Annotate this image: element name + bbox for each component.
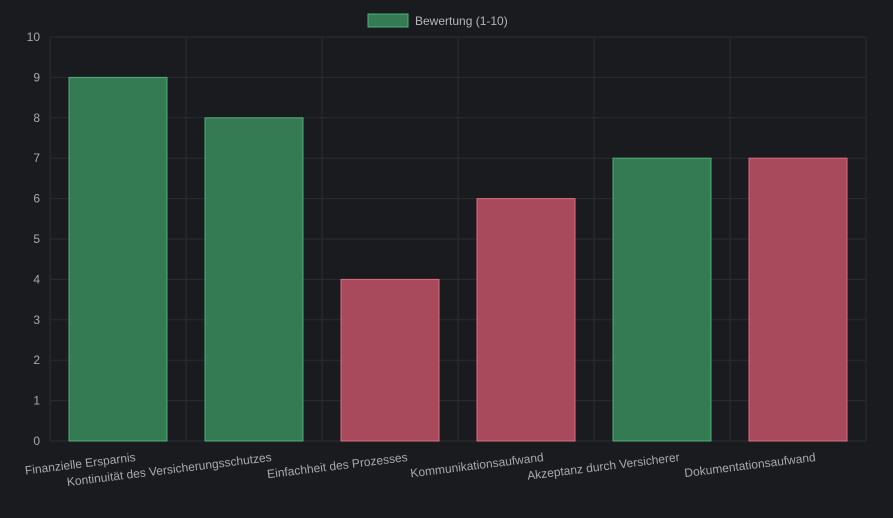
y-tick-label: 8: [33, 111, 40, 125]
y-tick-label: 0: [33, 434, 40, 448]
bar-6[interactable]: [748, 157, 848, 442]
bar-3[interactable]: [340, 278, 440, 442]
y-tick-label: 6: [33, 192, 40, 206]
legend-label: Bewertung (1-10): [415, 14, 508, 28]
bar-2[interactable]: [204, 117, 304, 442]
y-tick-label: 5: [33, 232, 40, 246]
legend-swatch: [367, 13, 409, 28]
bar-4[interactable]: [476, 198, 576, 442]
y-tick-label: 4: [33, 272, 40, 286]
y-tick-label: 3: [33, 313, 40, 327]
bars: [68, 76, 848, 442]
legend[interactable]: Bewertung (1-10): [367, 13, 508, 28]
bar-5[interactable]: [612, 157, 712, 442]
x-tick-label: Akzeptanz durch Versicherer: [526, 450, 680, 483]
y-tick-label: 9: [33, 70, 40, 84]
x-tick-label: Kommunikationsaufwand: [410, 450, 545, 480]
x-tick-label: Einfachheit des Prozesses: [266, 450, 408, 481]
y-tick-label: 2: [33, 353, 40, 367]
y-tick-label: 7: [33, 151, 40, 165]
y-tick-label: 1: [33, 394, 40, 408]
bar-1[interactable]: [68, 76, 168, 442]
x-tick-label: Dokumentationsaufwand: [684, 450, 817, 480]
grid-lines: [49, 36, 867, 442]
y-axis: 0 1 2 3 4 5 6 7 8 9 10: [27, 30, 41, 448]
y-tick-label: 10: [27, 30, 41, 44]
